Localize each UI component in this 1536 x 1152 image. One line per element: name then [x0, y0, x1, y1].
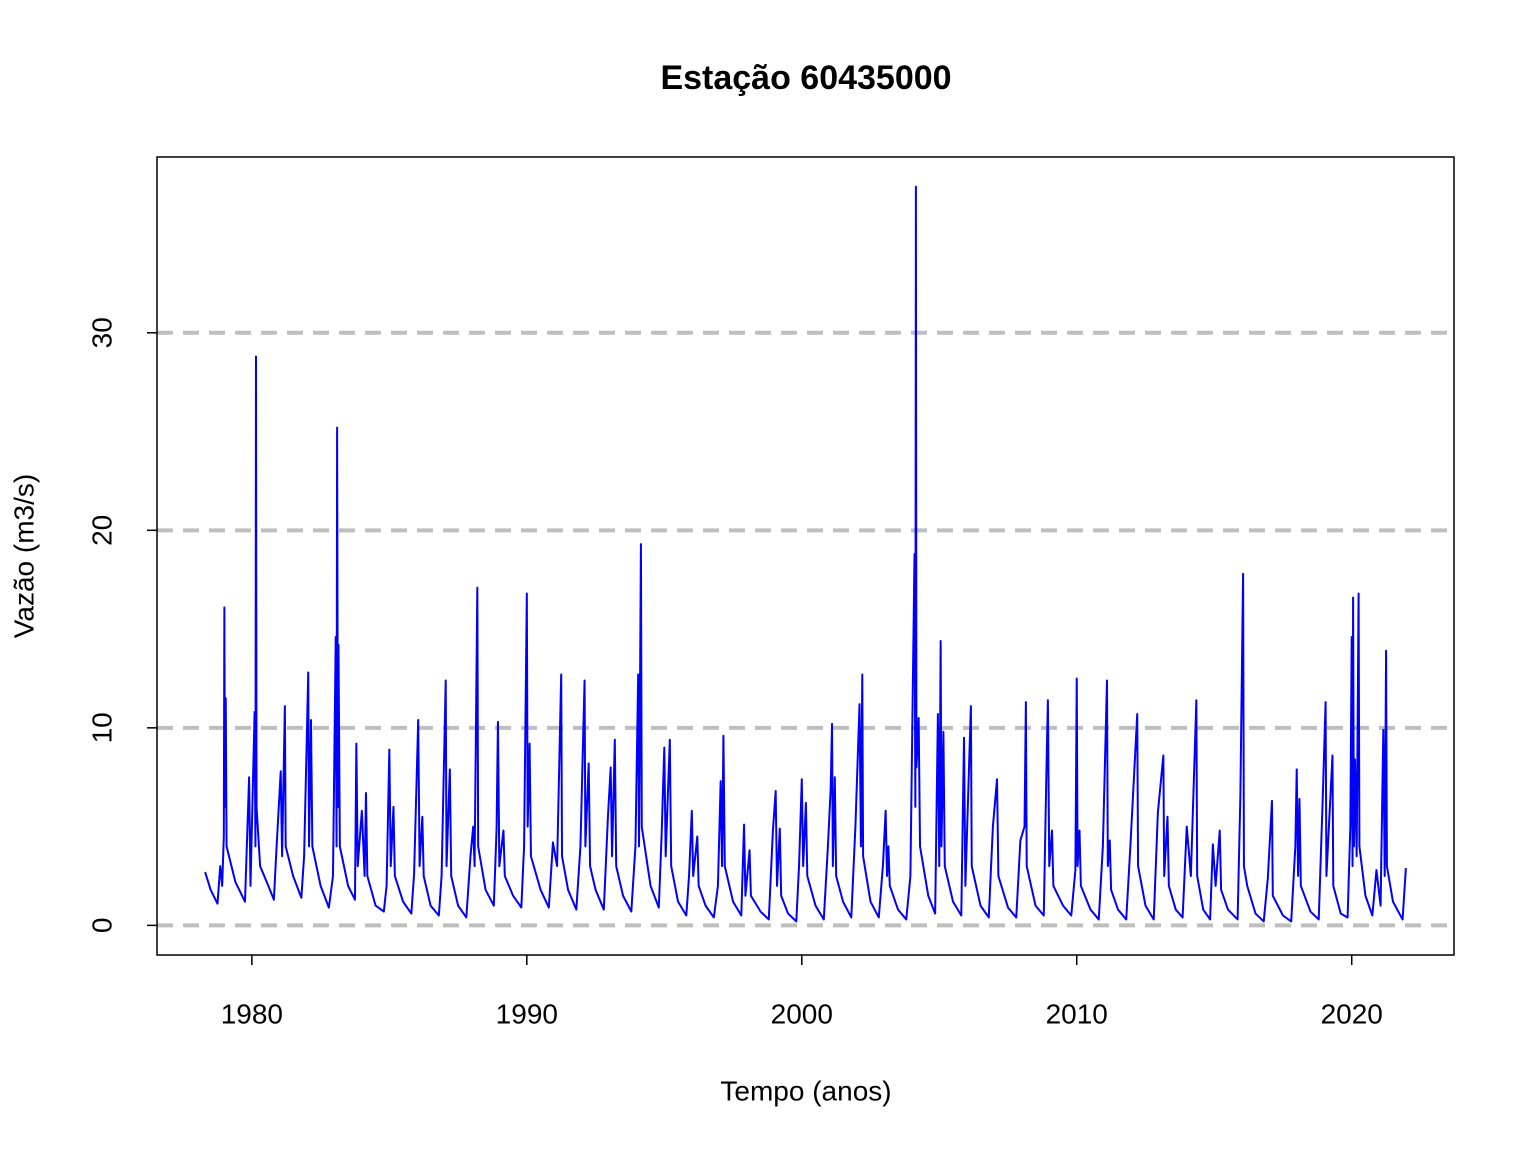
- x-tick-label: 2010: [1046, 998, 1108, 1029]
- y-tick-label: 10: [86, 712, 117, 743]
- x-tick-label: 2020: [1321, 998, 1383, 1029]
- x-tick-label: 1990: [496, 998, 558, 1029]
- data-line: [204, 185, 1407, 923]
- x-tick-label: 2000: [771, 998, 833, 1029]
- y-tick-label: 30: [86, 317, 117, 348]
- x-tick-label: 1980: [221, 998, 283, 1029]
- chart-title: Estação 60435000: [660, 59, 951, 97]
- plot-frame: [156, 156, 1455, 956]
- y-axis-label: Vazão (m3/s): [8, 474, 39, 638]
- y-tick-label: 20: [86, 515, 117, 546]
- y-tick-label: 0: [86, 918, 117, 934]
- x-axis-label: Tempo (anos): [720, 1075, 891, 1106]
